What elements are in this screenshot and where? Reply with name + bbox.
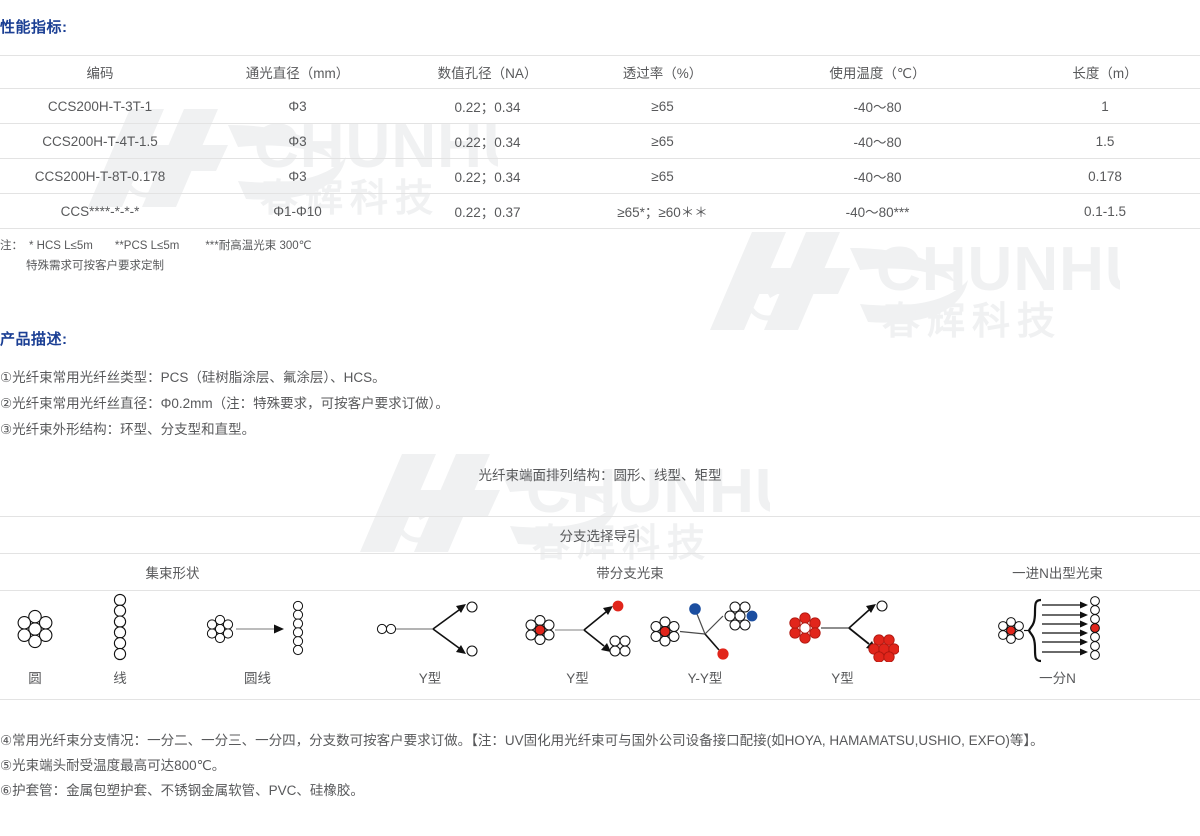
y-type-bundle-icon — [525, 600, 630, 657]
column-header-aperture-diameter: 通光直径（mm） — [200, 55, 395, 89]
note-item-2: **PCS L≤5m — [114, 240, 180, 252]
group-header-branched-beam: 带分支光束 — [345, 553, 915, 591]
figure-label-line-bundle: 线 — [70, 667, 170, 700]
table-row: CCS200H-T-3T-1 Φ3 0.22；0.34 ≥65 -40～80 1 — [0, 88, 1200, 124]
chunhui-logo-icon: CHUNHUI 春辉科技 — [710, 232, 1120, 343]
column-header-transmittance: 透过率（%） — [580, 55, 745, 89]
branch-guide-title: 分支选择导引 — [0, 516, 1200, 554]
cell-aperture-diameter: Φ3 — [200, 158, 395, 194]
figure-label-round-bundle: 圆 — [0, 667, 70, 700]
spec-notes: 注： * HCS L≤5m **PCS L≤5m ***耐高温光束 300℃ 特殊需求… — [0, 236, 312, 276]
note-item-3: ***耐高温光束 300℃ — [205, 240, 312, 252]
diagram-group-row: 集束形状 带分支光束 一进N出型光束 — [0, 553, 1200, 591]
desc-item-2: ②光纤束常用光纤丝直径：Φ0.2mm（注：特殊要求，可按客户要求订做）。 — [0, 396, 449, 411]
cell-aperture-diameter: Φ3 — [200, 123, 395, 159]
cell-transmittance: ≥65 — [580, 123, 745, 159]
cell-temperature: -40～80 — [745, 88, 1010, 124]
cell-code: CCS****-*-*-* — [0, 193, 200, 229]
cell-temperature: -40～80 — [745, 123, 1010, 159]
arrangement-structure-line: 光纤束端面排列结构：圆形、线型、矩型 — [478, 468, 722, 483]
figure-label-one-to-n-bundle: 一分N — [915, 667, 1200, 700]
figure-cell-round-to-line-bundle — [170, 591, 345, 668]
diagram-figure-row — [0, 591, 1200, 668]
figure-cell-one-to-n-bundle — [915, 591, 1200, 668]
cell-transmittance: ≥65 — [580, 158, 745, 194]
cell-temperature: -40～80 — [745, 158, 1010, 194]
column-header-length: 长度（m） — [1010, 55, 1200, 89]
cell-code: CCS200H-T-4T-1.5 — [0, 123, 200, 159]
table-row: CCS****-*-*-* Φ1-Φ10 0.22；0.37 ≥65*；≥60＊… — [0, 193, 1200, 229]
figure-cell-y-type-bundle — [515, 591, 640, 668]
spec-table-body: CCS200H-T-3T-1 Φ3 0.22；0.34 ≥65 -40～80 1… — [0, 88, 1200, 229]
spec-table: 编码 通光直径（mm） 数值孔径（NA） 透过率（%） 使用温度（℃） 长度（m… — [0, 55, 1200, 229]
y-type-simple-icon — [376, 601, 478, 657]
y-type-red-bundle-icon — [788, 600, 899, 662]
spec-note-line-1: 注： * HCS L≤5m **PCS L≤5m ***耐高温光束 300℃ — [0, 236, 312, 256]
desc-list: ①光纤束常用光纤丝类型：PCS（硅树脂涂层、氟涂层）、HCS。 ②光纤束常用光纤… — [0, 365, 449, 443]
cell-transmittance: ≥65*；≥60＊＊ — [580, 193, 745, 229]
figure-label-y-type-red-bundle: Y型 — [770, 667, 915, 700]
svg-text:春辉科技: 春辉科技 — [882, 301, 1062, 343]
branch-selection-table: 分支选择导引 集束形状 带分支光束 一进N出型光束 — [0, 516, 1200, 700]
figure-cell-round-bundle — [0, 591, 70, 668]
cell-length: 0.1-1.5 — [1010, 193, 1200, 229]
bottom-list: ④常用光纤束分支情况：一分二、一分三、一分四，分支数可按客户要求订做。【注：UV… — [0, 728, 1044, 803]
desc-section-heading: 产品描述: — [0, 331, 68, 348]
cell-transmittance: ≥65 — [580, 88, 745, 124]
spec-note-line-2: 特殊需求可按客户要求定制 — [26, 260, 164, 272]
figure-cell-y-type-red-bundle — [770, 591, 915, 668]
figure-cell-y-type-simple — [345, 591, 515, 668]
bottom-item-4: ④常用光纤束分支情况：一分二、一分三、一分四，分支数可按客户要求订做。【注：UV… — [0, 733, 1044, 748]
diagram-title-row: 分支选择导引 — [0, 516, 1200, 554]
cell-numerical-aperture: 0.22；0.37 — [395, 193, 580, 229]
bottom-item-5: ⑤光束端头耐受温度最高可达800℃。 — [0, 758, 226, 773]
spec-table-head: 编码 通光直径（mm） 数值孔径（NA） 透过率（%） 使用温度（℃） 长度（m… — [0, 55, 1200, 89]
round-bundle-icon — [17, 609, 53, 649]
cell-aperture-diameter: Φ3 — [200, 88, 395, 124]
spec-section-heading: 性能指标: — [0, 19, 68, 36]
group-header-bundle-shape: 集束形状 — [0, 553, 345, 591]
column-header-temperature: 使用温度（℃） — [745, 55, 1010, 89]
column-header-code: 编码 — [0, 55, 200, 89]
cell-length: 0.178 — [1010, 158, 1200, 194]
figure-cell-yy-type-bundle — [640, 591, 770, 668]
figure-label-yy-type-bundle: Y-Y型 — [640, 667, 770, 700]
table-header-row: 编码 通光直径（mm） 数值孔径（NA） 透过率（%） 使用温度（℃） 长度（m… — [0, 55, 1200, 89]
figure-label-round-to-line-bundle: 圆线 — [170, 667, 345, 700]
figure-label-y-type-bundle: Y型 — [515, 667, 640, 700]
round-to-line-bundle-icon — [206, 600, 303, 656]
figure-label-y-type-simple: Y型 — [345, 667, 515, 700]
cell-aperture-diameter: Φ1-Φ10 — [200, 193, 395, 229]
svg-text:CHUNHUI: CHUNHUI — [876, 235, 1120, 304]
note-label: 注： — [0, 240, 23, 252]
cell-code: CCS200H-T-8T-0.178 — [0, 158, 200, 194]
cell-numerical-aperture: 0.22；0.34 — [395, 88, 580, 124]
one-to-n-bundle-icon — [997, 596, 1100, 663]
cell-length: 1.5 — [1010, 123, 1200, 159]
column-header-numerical-aperture: 数值孔径（NA） — [395, 55, 580, 89]
cell-numerical-aperture: 0.22；0.34 — [395, 123, 580, 159]
table-row: CCS200H-T-4T-1.5 Φ3 0.22；0.34 ≥65 -40～80… — [0, 123, 1200, 159]
line-bundle-icon — [113, 593, 127, 661]
group-header-one-to-n-beam: 一进N出型光束 — [915, 553, 1200, 591]
yy-type-bundle-icon — [650, 601, 758, 660]
figure-cell-line-bundle — [70, 591, 170, 668]
watermark-middle: CHUNHUI 春辉科技 — [700, 218, 1120, 348]
cell-length: 1 — [1010, 88, 1200, 124]
desc-item-1: ①光纤束常用光纤丝类型：PCS（硅树脂涂层、氟涂层）、HCS。 — [0, 370, 386, 385]
cell-code: CCS200H-T-3T-1 — [0, 88, 200, 124]
diagram-label-row: 圆 线 圆线 Y型 Y型 Y-Y型 Y型 一分N — [0, 667, 1200, 700]
bottom-item-6: ⑥护套管：金属包塑护套、不锈钢金属软管、PVC、硅橡胶。 — [0, 783, 364, 798]
cell-numerical-aperture: 0.22；0.34 — [395, 158, 580, 194]
cell-temperature: -40～80*** — [745, 193, 1010, 229]
note-item-1: * HCS L≤5m — [29, 240, 93, 252]
table-row: CCS200H-T-8T-0.178 Φ3 0.22；0.34 ≥65 -40～… — [0, 158, 1200, 194]
desc-item-3: ③光纤束外形结构：环型、分支型和直型。 — [0, 422, 256, 437]
